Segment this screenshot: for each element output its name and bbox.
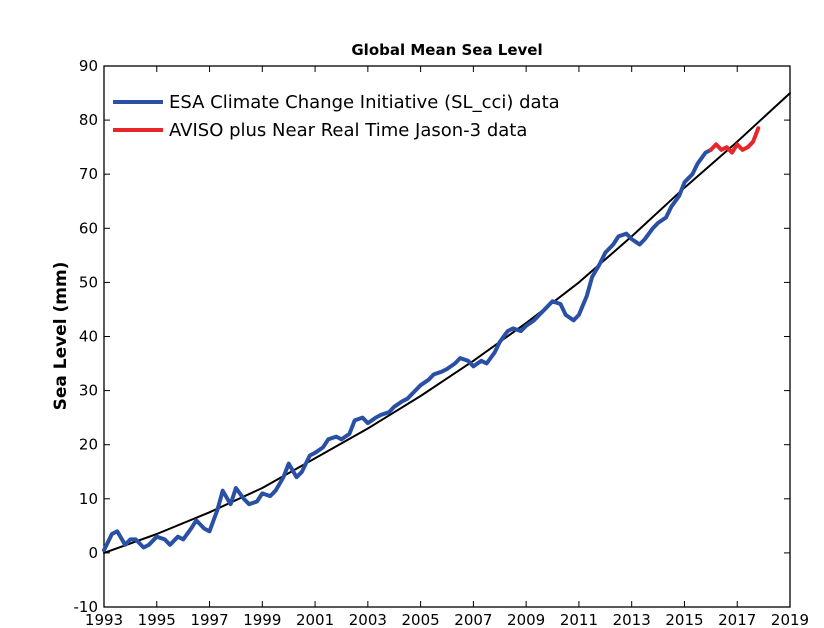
x-tick-label: 2007 bbox=[454, 611, 492, 628]
legend-label: AVISO plus Near Real Time Jason-3 data bbox=[169, 120, 527, 141]
series-line-sl-cci bbox=[102, 147, 713, 553]
series-layer bbox=[102, 92, 791, 554]
y-tick-label: 20 bbox=[79, 436, 98, 454]
y-tick-label: 30 bbox=[79, 382, 98, 400]
x-tick-label: 2017 bbox=[718, 611, 756, 628]
x-tick-label: 2019 bbox=[771, 611, 809, 628]
y-axis-label: Sea Level (mm) bbox=[51, 262, 71, 411]
x-tick-label: 2009 bbox=[507, 611, 545, 628]
legend-label: ESA Climate Change Initiative (SL_cci) d… bbox=[169, 92, 560, 113]
x-tick-label: 2003 bbox=[349, 611, 387, 628]
y-tick-label: 0 bbox=[88, 544, 98, 562]
y-tick-label: -10 bbox=[74, 598, 99, 616]
x-tick-label: 1999 bbox=[243, 611, 281, 628]
x-tick-label: 2005 bbox=[402, 611, 440, 628]
y-tick-label: 60 bbox=[79, 219, 98, 237]
axis-ticks: 1993 1995 1997 1999 2001 2003 2005 2007 2009 2011… bbox=[74, 57, 810, 628]
y-tick-label: 10 bbox=[79, 490, 98, 508]
x-tick-label: 2013 bbox=[613, 611, 651, 628]
y-tick-label: 90 bbox=[79, 57, 98, 75]
x-tick-label: 2015 bbox=[665, 611, 703, 628]
trend-curve bbox=[103, 92, 791, 554]
x-tick-label: 1995 bbox=[138, 611, 176, 628]
series-line-aviso-jason3 bbox=[708, 126, 761, 155]
chart-title: Global Mean Sea Level bbox=[351, 41, 542, 59]
y-tick-label: 80 bbox=[79, 111, 98, 129]
x-tick-label: 2011 bbox=[560, 611, 598, 628]
x-tick-label: 2001 bbox=[296, 611, 334, 628]
x-tick-label: 1993 bbox=[85, 611, 123, 628]
y-tick-label: 70 bbox=[79, 165, 98, 183]
y-tick-label: 50 bbox=[79, 273, 98, 291]
legend: ESA Climate Change Initiative (SL_cci) d… bbox=[113, 92, 560, 141]
plot-frame bbox=[103, 65, 791, 608]
y-tick-label: 40 bbox=[79, 328, 98, 346]
x-tick-label: 1997 bbox=[190, 611, 228, 628]
